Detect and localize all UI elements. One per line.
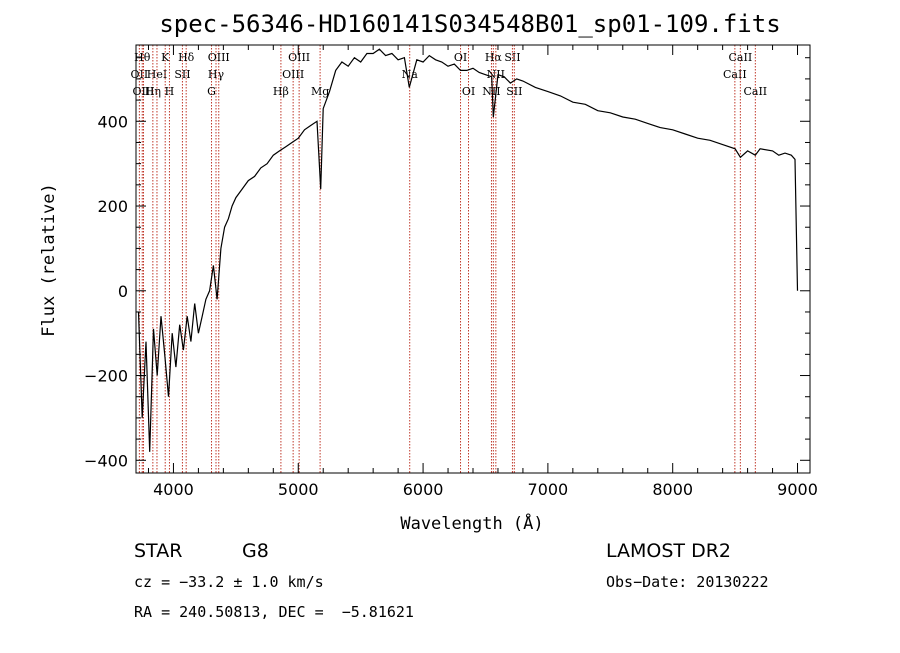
line-marker-label: Hδ (178, 51, 195, 64)
line-marker-label: NII (482, 85, 500, 98)
axis-ticks: 4000 5000 6000 7000 8000 9000 −400 −200 0 200 400 (84, 45, 818, 499)
line-marker-label: OII (131, 68, 149, 81)
line-marker-label: SII (174, 68, 190, 81)
line-marker-label: OIII (132, 85, 154, 98)
line-marker-label: Hγ (208, 68, 225, 81)
line-marker-label: Hθ (134, 51, 151, 64)
object-subclass: G8 (242, 540, 269, 562)
line-marker-label: OIII (288, 51, 310, 64)
y-tick-label: 0 (118, 282, 128, 301)
object-class: STAR (134, 540, 183, 562)
line-marker-label: G (207, 85, 216, 98)
survey-name: LAMOST DR2 (606, 540, 731, 562)
x-tick-label: 5000 (278, 480, 319, 499)
y-tick-label: 200 (97, 197, 128, 216)
y-tick-label: −200 (84, 367, 128, 386)
line-marker-label: Hβ (273, 85, 289, 98)
x-tick-label: 8000 (652, 480, 693, 499)
coordinates: RA = 240.50813, DEC = −5.81621 (134, 603, 414, 621)
line-marker-label: OIII (208, 51, 230, 64)
line-marker-label: H (165, 85, 175, 98)
line-marker-label: Hα (485, 51, 503, 64)
line-markers: OIIHθOIIIHηHeIKHSIIHδGHγOIIIHβOIIIOIIIMg… (131, 45, 767, 473)
line-marker-label: K (161, 51, 170, 64)
line-marker-label: SII (504, 51, 520, 64)
line-marker-label: Na (402, 68, 419, 81)
y-tick-label: −400 (84, 451, 128, 470)
line-marker-label: OI (462, 85, 475, 98)
line-marker-label: SII (506, 85, 522, 98)
plot-frame (135, 44, 811, 474)
line-marker-label: NII (487, 68, 505, 81)
y-tick-label: 400 (97, 112, 128, 131)
chart-title: spec-56346-HD160141S034548B01_sp01-109.f… (159, 10, 780, 38)
line-marker-label: OI (454, 51, 467, 64)
line-marker-label: Mg (311, 85, 329, 98)
line-marker-label: CaII (723, 68, 747, 81)
line-marker-label: HeI (147, 68, 167, 81)
line-marker-label: OIII (282, 68, 304, 81)
x-tick-label: 9000 (777, 480, 818, 499)
obs-date: Obs−Date: 20130222 (606, 573, 769, 591)
line-marker-label: CaII (743, 85, 767, 98)
x-axis-label: Wavelength (Å) (400, 512, 543, 534)
spectrum-line (137, 48, 799, 452)
redshift-value: cz = −33.2 ± 1.0 km/s (134, 573, 324, 591)
x-tick-label: 4000 (153, 480, 194, 499)
line-marker-label: CaII (729, 51, 753, 64)
x-tick-label: 6000 (403, 480, 444, 499)
x-tick-label: 7000 (528, 480, 569, 499)
y-axis-label: Flux (relative) (39, 183, 59, 337)
line-marker-label: Hη (145, 85, 161, 98)
